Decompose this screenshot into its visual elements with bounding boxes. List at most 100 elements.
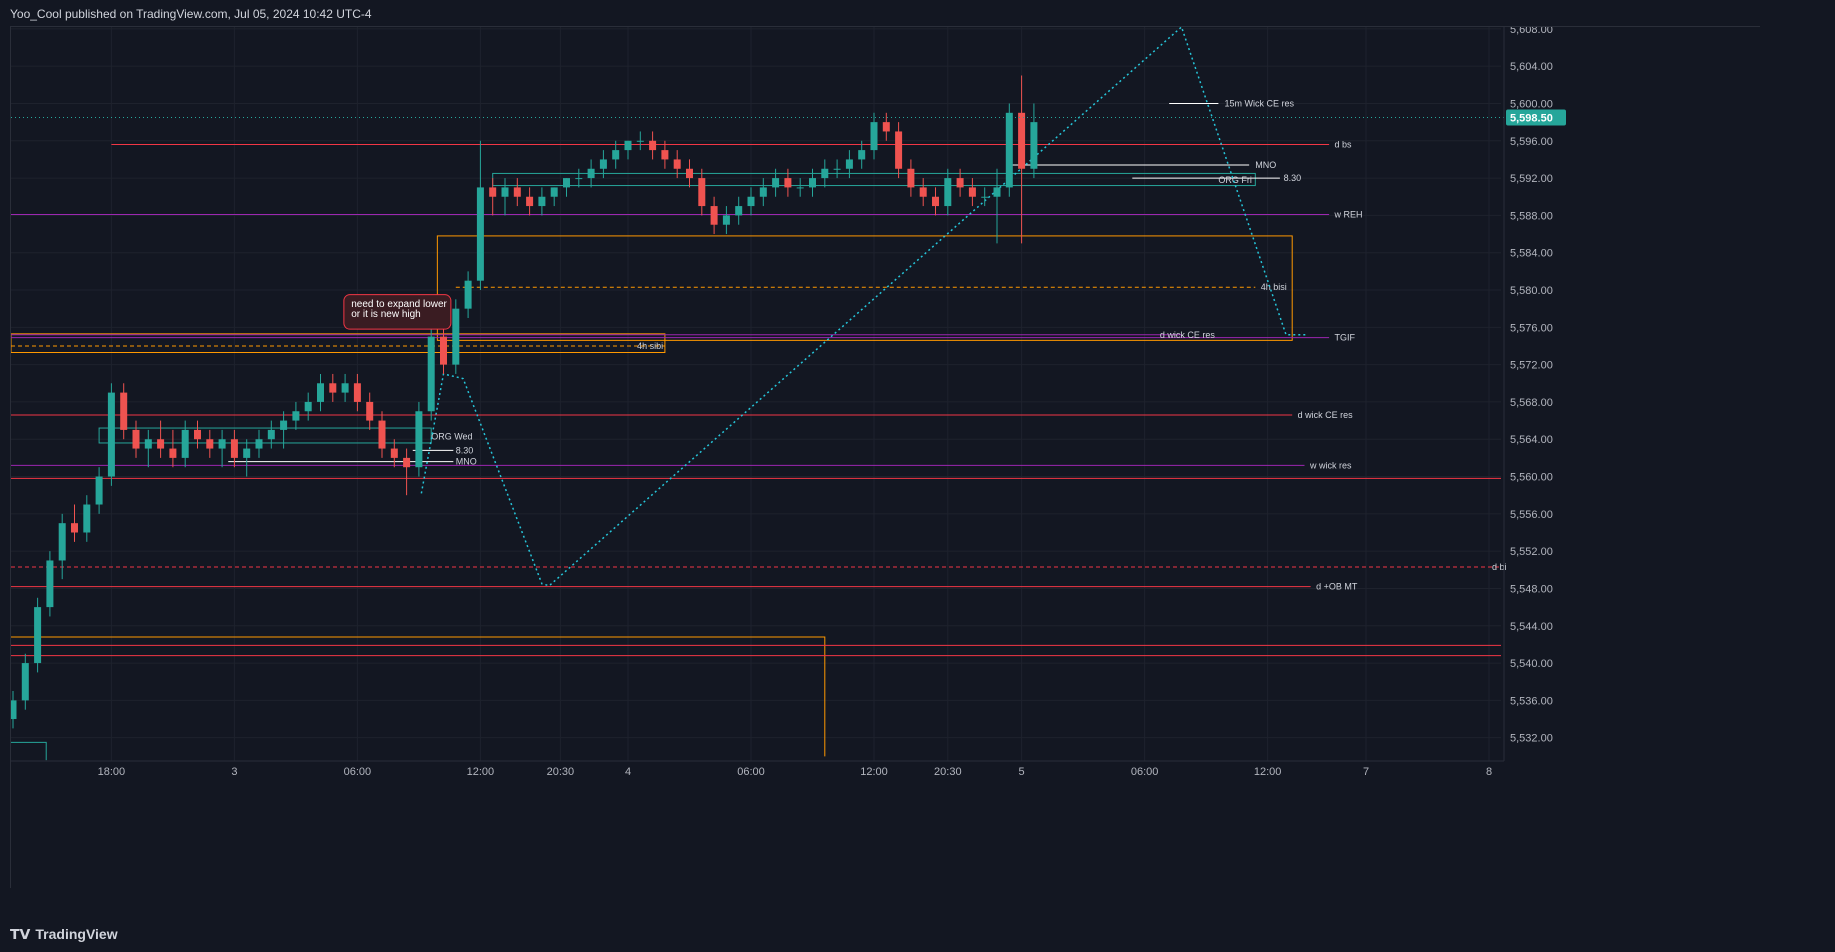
price-chart[interactable]: d bs w REH 4h bisi TGIF d wick CE res 4h sibi…	[11, 27, 1761, 889]
15m-wick-label: 15m Wick CE res	[1225, 98, 1295, 108]
y-tick-label: 5,536.00	[1510, 695, 1553, 707]
org-fri-label: ORG Fri	[1218, 175, 1252, 185]
publisher-line: Yoo_Cool published on TradingView.com, J…	[10, 7, 372, 21]
candle-body	[1018, 112, 1026, 169]
chart-background	[11, 27, 1761, 889]
x-tick-label: 06:00	[1131, 766, 1159, 778]
candle-body	[415, 411, 423, 468]
x-tick-label: 12:00	[1254, 766, 1282, 778]
tradingview-logo-icon: 𝗧𝗩	[10, 926, 31, 942]
y-tick-label: 5,568.00	[1510, 397, 1553, 409]
candle-body	[587, 168, 595, 179]
x-tick-label: 06:00	[344, 766, 372, 778]
candle-body	[870, 122, 878, 151]
x-tick-label: 3	[231, 766, 237, 778]
830-label-fri: 8.30	[1284, 173, 1302, 183]
candle-body	[132, 429, 140, 449]
candle-body	[11, 700, 17, 720]
candle-body	[95, 476, 103, 505]
830-label-wed: 8.30	[456, 445, 474, 455]
candle-body	[304, 401, 312, 412]
y-tick-label: 5,584.00	[1510, 248, 1553, 260]
x-tick-label: 4	[625, 766, 631, 778]
org-wed-box	[98, 427, 432, 444]
candle-body	[722, 215, 730, 225]
candle-body	[624, 140, 632, 151]
candle-body	[218, 439, 226, 449]
candle-body	[550, 187, 558, 197]
candle-body	[194, 429, 201, 440]
x-tick-label: 20:30	[934, 766, 962, 778]
candle-body	[292, 411, 300, 421]
candle-body	[759, 187, 767, 197]
note-box	[343, 294, 452, 330]
level-label: 4h bisi	[1261, 282, 1287, 292]
candle-body	[341, 383, 349, 393]
candle-body	[452, 308, 460, 365]
candle-body	[563, 178, 570, 188]
candle-body	[735, 206, 743, 216]
x-tick-label: 12:00	[467, 766, 495, 778]
x-tick-label: 20:30	[547, 766, 575, 778]
candle-body	[107, 392, 115, 477]
candle-body	[993, 187, 1001, 197]
candle-body	[489, 187, 497, 197]
candle-body	[58, 523, 66, 561]
candle-body	[599, 159, 607, 169]
y-tick-label: 5,588.00	[1510, 210, 1553, 222]
candle-body	[501, 187, 509, 197]
candle-body	[919, 187, 927, 197]
candle-body	[845, 159, 853, 169]
org-wed-label: ORG Wed	[431, 431, 472, 441]
x-tick-label: 18:00	[98, 766, 126, 778]
tradingview-brand[interactable]: 𝗧𝗩 TradingView	[10, 926, 118, 943]
candle-body	[772, 178, 780, 188]
y-tick-label: 5,576.00	[1510, 322, 1553, 334]
y-tick-label: 5,608.00	[1510, 27, 1553, 36]
level-label: d bs	[1335, 140, 1353, 150]
candle-body	[981, 196, 989, 198]
candle-body	[686, 168, 693, 179]
level-label: w wick res	[1309, 460, 1352, 470]
candle-body	[403, 457, 411, 468]
y-tick-label: 5,548.00	[1510, 583, 1553, 595]
candle-body	[230, 439, 238, 458]
candle-body	[46, 560, 54, 608]
mno-label-fri: MNO	[1255, 160, 1276, 170]
candle-body	[1005, 112, 1013, 188]
candle-body	[513, 187, 521, 197]
candle-body	[280, 420, 288, 430]
candle-body	[636, 140, 644, 142]
level-label: w REH	[1334, 209, 1363, 219]
candle-body	[1030, 122, 1038, 169]
candle-body	[526, 196, 534, 207]
y-tick-label: 5,580.00	[1510, 285, 1553, 297]
4h-bisi-zone	[436, 235, 1293, 341]
candle-body	[858, 150, 866, 160]
candle-body	[243, 448, 251, 458]
candle-body	[329, 383, 337, 393]
candle-body	[882, 122, 890, 132]
y-tick-label: 5,552.00	[1510, 546, 1553, 558]
projection-path	[420, 27, 1309, 587]
level-label: d wick CE res	[1298, 410, 1354, 420]
y-tick-label: 5,572.00	[1510, 360, 1553, 372]
candle-body	[784, 178, 792, 188]
candle-body	[157, 439, 165, 449]
candle-body	[944, 178, 952, 207]
candle-body	[378, 420, 386, 449]
level-label: 4h sibi	[637, 341, 663, 351]
y-tick-label: 5,600.00	[1510, 98, 1553, 110]
y-tick-label: 5,556.00	[1510, 509, 1553, 521]
candle-body	[956, 178, 964, 188]
candle-body	[353, 383, 361, 402]
4h-sibi-zone	[11, 333, 666, 353]
candle-body	[575, 178, 583, 180]
candle-body	[538, 196, 546, 207]
current-price-badge	[1506, 109, 1566, 126]
candle-body	[440, 336, 447, 365]
candle-body	[317, 383, 324, 402]
candle-body	[649, 140, 657, 151]
candle-body	[267, 429, 275, 440]
chart-pane[interactable]: d bs w REH 4h bisi TGIF d wick CE res 4h sibi…	[10, 26, 1761, 889]
